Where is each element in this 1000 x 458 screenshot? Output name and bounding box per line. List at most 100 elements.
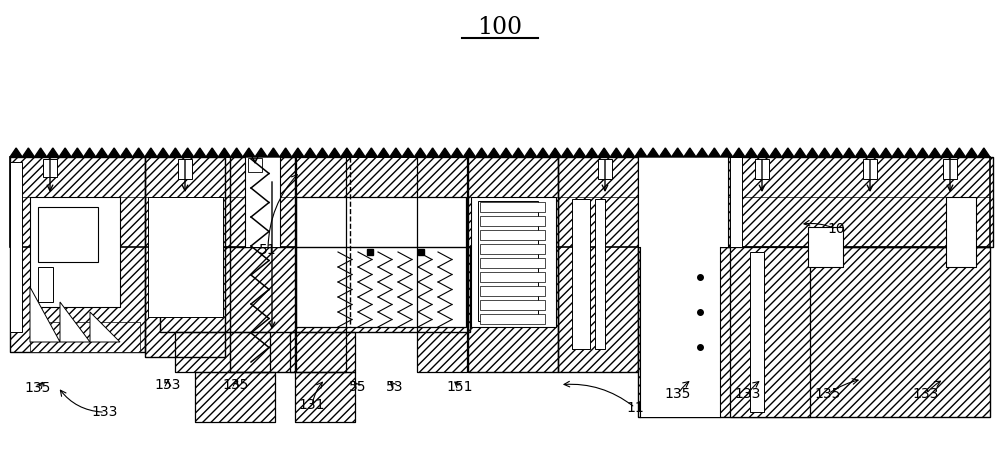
Bar xyxy=(480,314,545,324)
Bar xyxy=(598,159,612,179)
Bar xyxy=(10,157,145,352)
Bar xyxy=(728,157,993,247)
Bar xyxy=(480,216,545,226)
Polygon shape xyxy=(84,148,96,157)
Polygon shape xyxy=(757,148,770,157)
Text: 133: 133 xyxy=(92,405,118,419)
Text: 51: 51 xyxy=(259,243,277,256)
Polygon shape xyxy=(292,148,304,157)
Polygon shape xyxy=(586,148,598,157)
Polygon shape xyxy=(243,148,255,157)
Polygon shape xyxy=(916,148,929,157)
Polygon shape xyxy=(402,148,414,157)
Bar xyxy=(468,157,558,372)
Polygon shape xyxy=(524,148,537,157)
Polygon shape xyxy=(672,148,684,157)
Bar xyxy=(478,201,538,321)
Text: 131: 131 xyxy=(299,398,325,412)
Polygon shape xyxy=(647,148,659,157)
Polygon shape xyxy=(34,148,47,157)
Text: 11: 11 xyxy=(626,401,644,414)
Bar xyxy=(10,162,22,332)
Bar xyxy=(290,332,355,372)
Bar xyxy=(595,199,605,349)
Polygon shape xyxy=(659,148,672,157)
Bar xyxy=(195,372,275,422)
Bar xyxy=(10,157,990,247)
Bar xyxy=(175,332,270,372)
Polygon shape xyxy=(426,148,439,157)
Polygon shape xyxy=(47,148,59,157)
Bar xyxy=(638,157,728,247)
Polygon shape xyxy=(182,148,194,157)
Polygon shape xyxy=(304,148,316,157)
Bar xyxy=(295,372,355,422)
Polygon shape xyxy=(96,148,108,157)
Bar xyxy=(480,300,545,310)
Bar xyxy=(480,258,545,268)
Bar xyxy=(160,247,470,332)
Polygon shape xyxy=(880,148,892,157)
Polygon shape xyxy=(806,148,818,157)
Bar xyxy=(148,197,223,317)
Bar xyxy=(417,157,467,372)
Bar xyxy=(808,227,843,267)
Polygon shape xyxy=(635,148,647,157)
Bar xyxy=(296,157,346,372)
Bar xyxy=(638,247,990,417)
Bar xyxy=(178,159,192,179)
Bar xyxy=(10,157,990,247)
Bar xyxy=(30,197,120,307)
Polygon shape xyxy=(978,148,990,157)
Polygon shape xyxy=(941,148,953,157)
Bar xyxy=(638,247,990,417)
Bar xyxy=(10,157,145,352)
Polygon shape xyxy=(855,148,868,157)
Bar xyxy=(468,157,558,372)
Polygon shape xyxy=(745,148,757,157)
Bar xyxy=(558,157,638,372)
Bar xyxy=(160,247,470,332)
Text: 53: 53 xyxy=(386,380,404,394)
Polygon shape xyxy=(316,148,328,157)
Polygon shape xyxy=(622,148,635,157)
Bar xyxy=(245,157,280,247)
Bar xyxy=(480,286,545,296)
Polygon shape xyxy=(71,148,84,157)
Text: 10: 10 xyxy=(827,222,845,236)
Bar xyxy=(230,157,295,372)
Bar xyxy=(730,247,810,417)
Polygon shape xyxy=(365,148,378,157)
Polygon shape xyxy=(868,148,880,157)
Polygon shape xyxy=(60,302,90,342)
Polygon shape xyxy=(610,148,622,157)
Polygon shape xyxy=(280,148,292,157)
Bar xyxy=(175,332,270,372)
Polygon shape xyxy=(353,148,365,157)
Text: 55: 55 xyxy=(349,380,367,394)
Bar xyxy=(417,157,467,372)
Polygon shape xyxy=(549,148,561,157)
Polygon shape xyxy=(132,148,145,157)
Bar xyxy=(295,372,355,422)
Polygon shape xyxy=(512,148,524,157)
Bar xyxy=(30,322,140,352)
Bar xyxy=(145,157,225,357)
Bar xyxy=(943,159,957,179)
Bar xyxy=(572,199,590,349)
Text: 135: 135 xyxy=(25,382,51,395)
Polygon shape xyxy=(90,312,120,342)
Polygon shape xyxy=(378,148,390,157)
Text: 151: 151 xyxy=(447,380,473,394)
Bar xyxy=(480,244,545,254)
Polygon shape xyxy=(328,148,341,157)
Bar xyxy=(296,157,346,372)
Polygon shape xyxy=(206,148,218,157)
Polygon shape xyxy=(782,148,794,157)
Polygon shape xyxy=(537,148,549,157)
Bar xyxy=(43,159,57,177)
Polygon shape xyxy=(108,148,120,157)
Polygon shape xyxy=(561,148,574,157)
Polygon shape xyxy=(770,148,782,157)
Bar xyxy=(296,197,466,327)
